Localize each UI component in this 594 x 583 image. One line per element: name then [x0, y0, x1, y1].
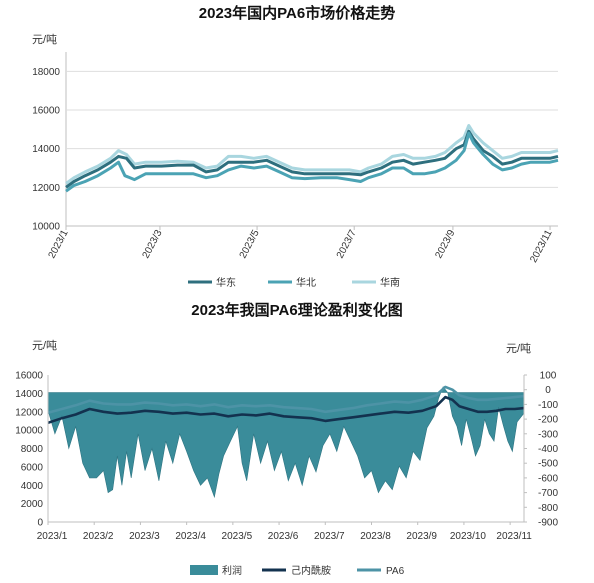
- chart1-legend-label-1: 华北: [296, 276, 316, 289]
- chart2-x-tick-label: 2023/4: [175, 531, 206, 542]
- chart2-left-tick-label: 14000: [15, 389, 43, 400]
- chart2-right-tick-label: -100: [538, 400, 558, 411]
- chart1-y-tick-label: 18000: [32, 67, 60, 78]
- chart2-x-tick-label: 2023/2: [83, 531, 114, 542]
- chart1-x-axis: 2023/1 2023/3 2023/5 2023/7 2023/9 2023/11: [47, 226, 555, 265]
- chart2-x-tick-label: 2023/3: [129, 531, 160, 542]
- chart1-unit: 元/吨: [32, 33, 57, 46]
- chart2-right-tick-label: 100: [540, 371, 557, 382]
- chart2-left-tick-label: 12000: [15, 407, 43, 418]
- chart1-series-line-0: [65, 129, 559, 189]
- chart1-legend-label-2: 华南: [380, 276, 400, 289]
- chart1-x-tick-label: 2023/11: [528, 228, 555, 265]
- chart1-x-tick-label: 2023/7: [335, 228, 359, 261]
- chart2-x-tick-label: 2023/11: [496, 531, 532, 542]
- chart2-right-tick-label: -600: [538, 473, 558, 484]
- chart2-left-tick-label: 10000: [15, 426, 43, 437]
- chart1-y-tick-label: 16000: [32, 106, 60, 117]
- chart1-y-tick-label: 12000: [32, 183, 60, 194]
- chart2-right-tick-label: -700: [538, 488, 558, 499]
- chart1-legend: 华东 华北 华南: [188, 276, 400, 289]
- profit-chart: 2023年我国PA6理论盈利变化图 元/吨 元/吨 0 2000 4000 6000 8…: [15, 301, 558, 577]
- chart1-x-tick-label: 2023/1: [47, 228, 71, 261]
- chart2-unit-left: 元/吨: [32, 339, 57, 352]
- chart2-legend-swatch-0: [190, 565, 218, 575]
- chart2-left-tick-label: 8000: [21, 444, 44, 455]
- chart2-x-tick-label: 2023/5: [222, 531, 253, 542]
- chart2-left-tick-label: 0: [37, 518, 43, 529]
- chart1-grid: [65, 52, 558, 227]
- chart2-right-tick-label: -900: [538, 518, 558, 529]
- chart2-x-tick-label: 2023/7: [314, 531, 345, 542]
- chart2-left-tick-label: 4000: [21, 481, 44, 492]
- chart2-x-tick-label: 2023/1: [37, 531, 68, 542]
- chart2-legend: 利润 己内酰胺 PA6: [190, 564, 405, 577]
- chart1-y-tick-label: 10000: [32, 222, 60, 233]
- chart2-right-tick-label: -800: [538, 503, 558, 514]
- chart2-right-tick-label: -200: [538, 415, 558, 426]
- chart2-series-line-2: [47, 385, 525, 414]
- chart1-x-tick-label: 2023/3: [141, 228, 165, 261]
- chart1-series-line-2: [65, 124, 559, 185]
- chart1-series-line-1: [65, 131, 559, 193]
- chart2-series-line-1: [47, 395, 525, 425]
- chart2-right-tick-label: 0: [545, 385, 551, 396]
- chart1-legend-label-0: 华东: [216, 276, 236, 289]
- chart2-legend-label-0: 利润: [222, 564, 242, 577]
- chart2-x-tick-label: 2023/8: [360, 531, 391, 542]
- chart2-title: 2023年我国PA6理论盈利变化图: [191, 301, 402, 319]
- chart2-right-tick-label: -300: [538, 429, 558, 440]
- chart2-x-tick-label: 2023/9: [406, 531, 437, 542]
- price-trend-chart: 2023年国内PA6市场价格走势 元/吨 10000 12000 14000 1600…: [32, 4, 559, 289]
- chart2-right-tick-label: -400: [538, 444, 558, 455]
- chart1-x-tick-label: 2023/5: [238, 228, 262, 261]
- chart2-legend-label-1: 己内酰胺: [291, 564, 331, 577]
- chart2-unit-right: 元/吨: [506, 342, 531, 355]
- chart2-profit-area-shape: [47, 386, 525, 499]
- chart2-profit-area: [47, 386, 525, 499]
- chart2-right-axis: -900 -800 -700 -600 -500 -400 -300 -200 -100 0 100: [524, 371, 558, 529]
- chart2-legend-label-2: PA6: [386, 566, 405, 577]
- chart2-x-tick-label: 2023/6: [268, 531, 299, 542]
- chart1-y-axis: 10000 12000 14000 16000 18000: [32, 67, 60, 233]
- chart2-series-group: [47, 385, 525, 425]
- chart2-right-tick-label: -500: [538, 459, 558, 470]
- chart2-left-axis: 0 2000 4000 6000 8000 10000 12000 14000 16000: [15, 371, 43, 529]
- chart2-x-axis: 2023/1 2023/2 2023/3 2023/4 2023/5 2023/6 2023…: [37, 522, 532, 542]
- chart1-y-tick-label: 14000: [32, 144, 60, 155]
- chart2-left-tick-label: 2000: [21, 499, 44, 510]
- chart2-x-tick-label: 2023/10: [450, 531, 487, 542]
- chart1-x-tick-label: 2023/9: [433, 228, 457, 261]
- chart1-title: 2023年国内PA6市场价格走势: [199, 4, 395, 22]
- chart2-left-tick-label: 6000: [21, 462, 44, 473]
- chart1-series-group: [65, 124, 559, 193]
- chart2-left-tick-label: 16000: [15, 371, 43, 382]
